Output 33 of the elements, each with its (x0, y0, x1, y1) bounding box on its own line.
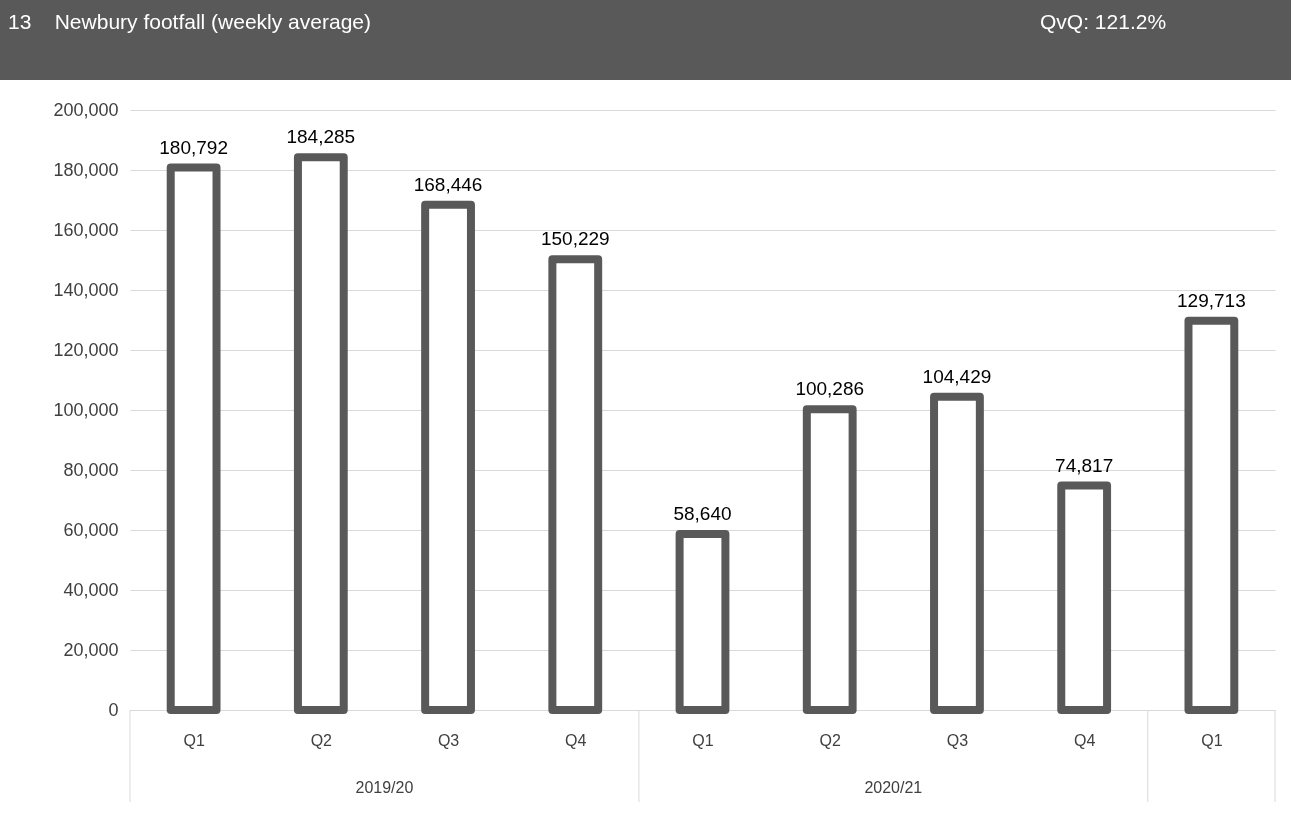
x-tick-label: Q4 (565, 731, 587, 749)
x-tick-label: Q1 (692, 731, 714, 749)
text: 2020/21 (864, 779, 923, 796)
chart-title: 13 Newbury footfall (weekly average) (8, 10, 371, 34)
y-tick-label: 0 (108, 699, 119, 720)
y-tick-label: 160,000 (53, 219, 119, 240)
y-tick-label: 20,000 (63, 639, 119, 660)
data-label: 184,285 (286, 126, 356, 148)
data-label: 180,792 (159, 136, 228, 158)
data-label: 100,286 (795, 378, 865, 400)
y-tick-label: 100,000 (53, 399, 119, 420)
x-tick-label: Q3 (946, 731, 969, 749)
x-tick-label: Q2 (310, 731, 333, 749)
text: QvQ: 121.2% (1040, 10, 1167, 34)
text: 2019/20 (355, 779, 414, 796)
x-tick-label: Q3 (437, 731, 460, 749)
y-tick-label: 180,000 (53, 159, 119, 180)
x-tick-label: Q1 (183, 731, 205, 749)
data-label: 129,713 (1177, 289, 1246, 311)
y-tick-label: 140,000 (53, 279, 119, 300)
data-label: 168,446 (413, 173, 483, 195)
data-label: 58,640 (673, 503, 732, 525)
x-tick-label: Q2 (819, 731, 841, 749)
y-tick-label: 120,000 (53, 339, 119, 360)
y-tick-label: 40,000 (63, 579, 119, 600)
x-tick-label: Q1 (1201, 731, 1223, 749)
x-tick-label: Q4 (1073, 731, 1096, 749)
y-tick-label: 60,000 (63, 519, 119, 540)
data-label: 150,229 (540, 228, 610, 250)
y-tick-label: 80,000 (63, 459, 119, 480)
y-tick-label: 200,000 (53, 99, 119, 120)
data-label: 104,429 (922, 365, 992, 387)
data-label: 74,817 (1055, 454, 1114, 476)
